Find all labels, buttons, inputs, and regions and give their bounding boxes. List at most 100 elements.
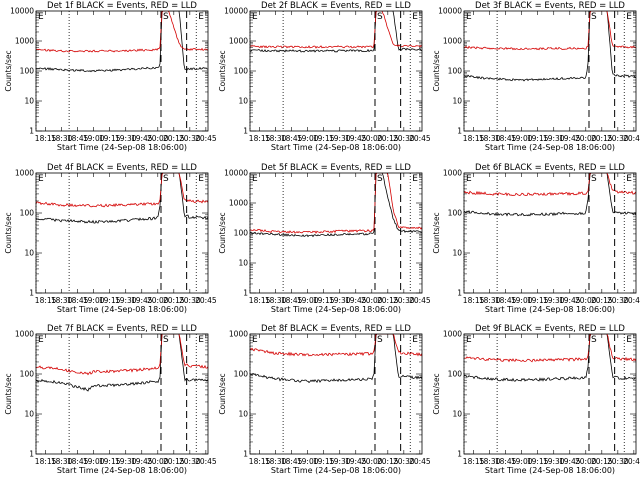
y-tick-label: 100 [448, 67, 463, 76]
plot-frame [35, 10, 209, 132]
y-tick-label: 10000 [10, 7, 34, 16]
panel-title: Det 5f BLACK = Events, RED = LLD [261, 163, 411, 173]
x-tick-label: 19:15 [313, 296, 335, 305]
x-tick-label: 20:00 [361, 457, 383, 466]
x-tick-label: 19:30 [329, 134, 351, 143]
marker-label-e: E [412, 335, 418, 345]
lld-series-line [464, 173, 636, 197]
x-tick-label: 18:30 [51, 457, 73, 466]
panel-det-7: Det 7f BLACK = Events, RED = LLD18:1518:… [4, 324, 217, 475]
lld-series-line [250, 11, 422, 49]
x-tick-label: 18:30 [265, 134, 287, 143]
y-tick-label: 100 [448, 209, 463, 218]
panel-title: Det 3f BLACK = Events, RED = LLD [475, 1, 625, 11]
x-tick-label: 19:00 [297, 457, 319, 466]
y-tick-label: 10 [238, 410, 248, 419]
x-tick-label: 20:45 [623, 457, 640, 466]
lld-series-line [464, 11, 636, 51]
plot-frame [35, 172, 209, 294]
y-axis: 1 10 100 1000 10000 [10, 7, 208, 136]
marker-label-s: S [591, 12, 597, 22]
panel-title: Det 4f BLACK = Events, RED = LLD [47, 163, 197, 173]
x-tick-label: 19:30 [329, 296, 351, 305]
x-tick-label: 19:00 [511, 457, 533, 466]
x-tick-label: 18:30 [51, 296, 73, 305]
x-tick-label: 18:45 [495, 457, 517, 466]
x-tick-label: 20:00 [361, 296, 383, 305]
marker-label-e: E [626, 335, 632, 345]
events-series-line [464, 173, 636, 217]
x-tick-label: 18:45 [281, 457, 303, 466]
x-tick-label: 19:30 [543, 457, 565, 466]
x-axis-label: Start Time (24-Sep-08 18:06:00) [57, 305, 187, 314]
y-axis: 1 10 100 1000 10000 [224, 7, 422, 136]
x-tick-label: 19:45 [345, 134, 367, 143]
y-axis-label: Counts/sec [432, 373, 441, 414]
y-axis: 1 10 100 1000 [229, 330, 422, 459]
x-axis: 18:1518:3018:4519:0019:1519:3019:4520:00… [35, 11, 217, 143]
x-tick-label: 20:30 [393, 457, 415, 466]
lld-series-line [36, 334, 208, 376]
x-tick-label: 19:00 [83, 134, 105, 143]
x-tick-label: 19:00 [297, 134, 319, 143]
x-tick-label: 19:00 [83, 457, 105, 466]
marker-label-e: E [38, 174, 44, 184]
x-tick-label: 20:15 [591, 134, 613, 143]
x-tick-label: 18:15 [463, 457, 485, 466]
y-tick-label: 100 [234, 229, 249, 238]
x-tick-label: 20:15 [163, 296, 185, 305]
x-tick-label: 20:45 [409, 134, 431, 143]
x-tick-label: 19:45 [559, 296, 581, 305]
marker-label-s: S [591, 174, 597, 184]
x-tick-label: 20:30 [179, 134, 201, 143]
marker-label-e: E [466, 335, 472, 345]
x-tick-label: 20:30 [393, 134, 415, 143]
y-tick-label: 10000 [438, 7, 462, 16]
y-tick-label: 1000 [15, 330, 34, 339]
x-tick-label: 19:30 [115, 134, 137, 143]
plot-frame [249, 10, 423, 132]
plot-frame [463, 333, 637, 455]
y-tick-label: 100 [234, 67, 249, 76]
plot-frame [463, 10, 637, 132]
x-tick-label: 19:15 [527, 457, 549, 466]
events-series-line [250, 173, 422, 238]
marker-label-e: E [198, 335, 204, 345]
y-tick-label: 1 [243, 450, 248, 459]
y-axis-label: Counts/sec [218, 373, 227, 414]
panel-det-2: Det 2f BLACK = Events, RED = LLD18:1518:… [218, 1, 431, 152]
x-axis-label: Start Time (24-Sep-08 18:06:00) [57, 466, 187, 475]
plot-frame [249, 172, 423, 294]
x-tick-label: 19:45 [345, 457, 367, 466]
x-tick-label: 18:45 [67, 296, 89, 305]
plot-frame [249, 333, 423, 455]
y-axis-label: Counts/sec [432, 212, 441, 253]
panel-title: Det 6f BLACK = Events, RED = LLD [475, 163, 625, 173]
marker-label-e: E [626, 12, 632, 22]
marker-label-s: S [163, 174, 169, 184]
x-tick-label: 19:00 [83, 296, 105, 305]
marker-label-e: E [38, 12, 44, 22]
y-tick-label: 10 [24, 249, 34, 258]
marker-label-e: E [252, 335, 258, 345]
y-axis-label: Counts/sec [218, 212, 227, 253]
y-tick-label: 1 [457, 450, 462, 459]
x-axis-label: Start Time (24-Sep-08 18:06:00) [271, 143, 401, 152]
panel-det-3: Det 3f BLACK = Events, RED = LLD 18:1518:… [432, 1, 640, 152]
x-tick-label: 18:45 [67, 134, 89, 143]
x-tick-label: 19:00 [511, 134, 533, 143]
x-tick-label: 20:00 [575, 134, 597, 143]
x-tick-label: 18:15 [463, 134, 485, 143]
y-tick-label: 1 [243, 289, 248, 298]
x-axis: 18:1518:3018:4519:0019:1519:3019:4520:00… [249, 173, 431, 305]
x-tick-label: 19:15 [99, 296, 121, 305]
x-tick-label: 18:30 [479, 134, 501, 143]
x-tick-label: 20:15 [163, 134, 185, 143]
panel-det-1: Det 1f BLACK = Events, RED = LLD18:1518:… [4, 1, 217, 152]
x-tick-label: 19:45 [559, 134, 581, 143]
x-tick-label: 19:30 [329, 457, 351, 466]
lld-series-line [36, 173, 208, 208]
x-tick-label: 20:45 [195, 134, 217, 143]
marker-label-s: S [377, 335, 383, 345]
